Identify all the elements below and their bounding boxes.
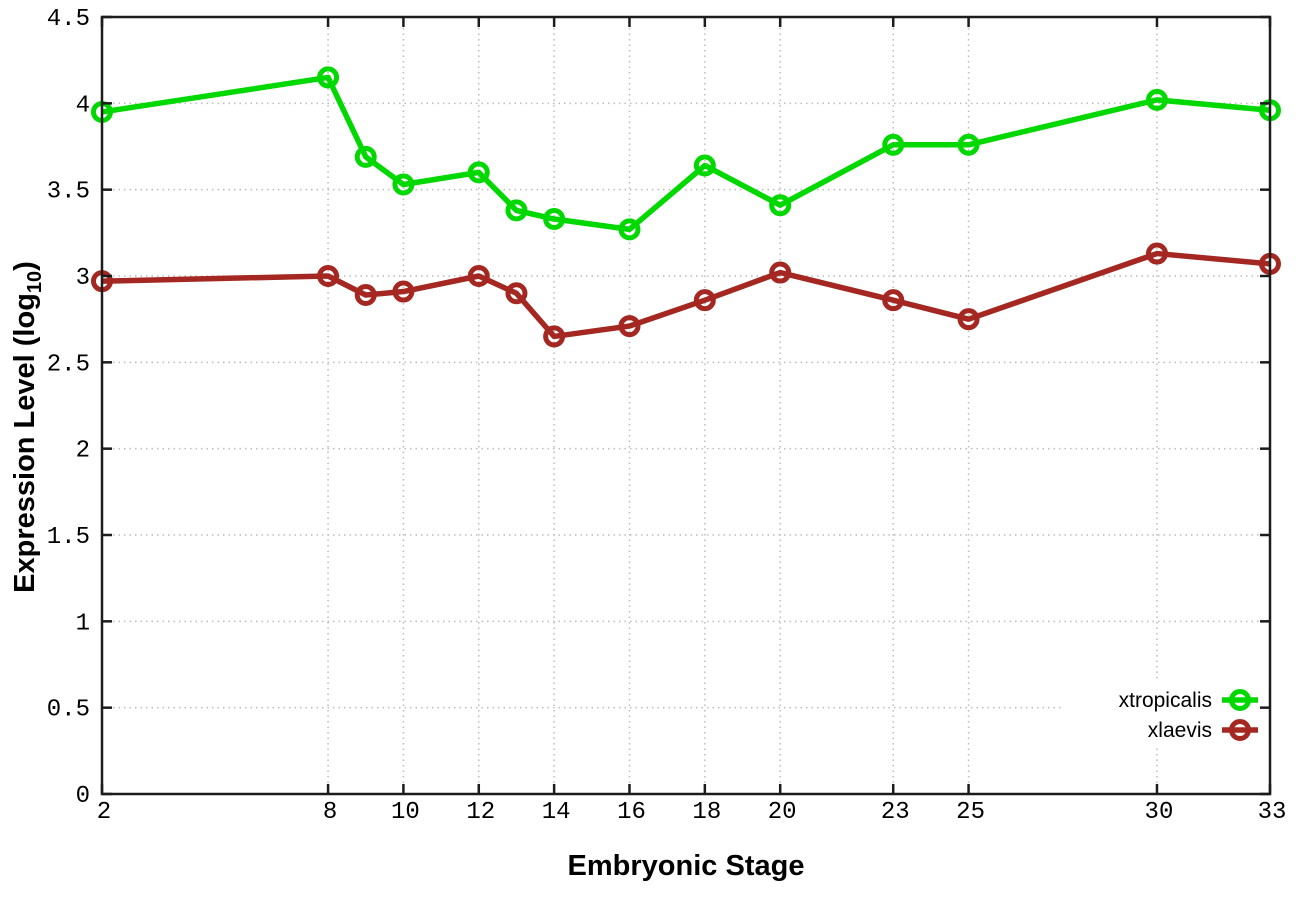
- legend-label-xtropicalis: xtropicalis: [1119, 689, 1212, 712]
- legend: xtropicalis xlaevis: [1062, 682, 1258, 748]
- data-point-xlaevis: [882, 289, 905, 312]
- legend-label-xlaevis: xlaevis: [1148, 719, 1212, 742]
- y-tick-label: 1: [76, 610, 90, 637]
- x-tick-label: 23: [881, 799, 910, 826]
- legend-point-sample-xtropicalis: [1229, 689, 1251, 711]
- data-point-xlaevis: [317, 265, 340, 287]
- x-tick-label: 16: [617, 799, 646, 826]
- legend-item-xtropicalis: xtropicalis: [1119, 689, 1258, 712]
- data-point-xlaevis: [957, 308, 980, 331]
- y-tick-label: 2: [76, 438, 90, 465]
- x-tick-label: 30: [1145, 799, 1174, 826]
- y-tick-label: 4: [76, 92, 90, 119]
- data-point-xtropicalis: [317, 66, 340, 89]
- x-tick-label: 2: [97, 799, 111, 826]
- data-point-xlaevis: [505, 282, 528, 305]
- y-tick-label: 4.5: [47, 6, 90, 33]
- data-point-xtropicalis: [467, 161, 490, 184]
- y-axis-title-close: ): [9, 261, 41, 271]
- data-point-xlaevis: [354, 283, 377, 306]
- x-axis-title: Embryonic Stage: [568, 850, 805, 882]
- y-tick-label: 1.5: [47, 524, 90, 551]
- data-point-xtropicalis: [882, 133, 905, 156]
- data-point-xlaevis: [693, 289, 716, 312]
- plot-border: [100, 15, 1272, 796]
- x-tick-label: 33: [1258, 799, 1287, 826]
- data-point-xlaevis: [769, 261, 792, 284]
- data-point-xlaevis: [467, 265, 490, 287]
- legend-point-sample-xlaevis: [1229, 719, 1251, 741]
- data-point-xtropicalis: [693, 154, 716, 177]
- data-point-xtropicalis: [505, 199, 528, 222]
- data-point-xlaevis: [1145, 242, 1168, 265]
- x-tick-label: 14: [542, 799, 571, 826]
- x-tick-label: 25: [956, 799, 985, 826]
- y-axis-title-subscript: 10: [24, 271, 46, 293]
- data-point-xlaevis: [543, 325, 566, 348]
- x-tick-label: 8: [323, 799, 337, 826]
- data-point-xlaevis: [618, 315, 641, 338]
- data-point-xtropicalis: [618, 218, 641, 241]
- data-point-xtropicalis: [543, 208, 566, 231]
- y-axis-title-text: Expression Level (log: [9, 293, 41, 593]
- y-tick-label: 0: [76, 783, 90, 810]
- data-point-xtropicalis: [769, 194, 792, 217]
- x-tick-label: 20: [768, 799, 797, 826]
- data-point-xtropicalis: [957, 133, 980, 156]
- legend-item-xlaevis: xlaevis: [1148, 719, 1258, 742]
- x-tick-label: 12: [466, 799, 495, 826]
- tick-labels: 2 8 10 12 14 16 18 20 23 25 30 33 0 0.5 1 1.5 2 2.5 3 3.5 4 4…: [47, 6, 1287, 826]
- data-point-xtropicalis: [1145, 88, 1168, 111]
- legend-mask: [1062, 682, 1258, 748]
- y-axis-title: Expression Level (log10): [9, 261, 46, 593]
- y-tick-label: 3.5: [47, 179, 90, 206]
- y-tick-label: 0.5: [47, 697, 90, 724]
- x-tick-label: 18: [692, 799, 721, 826]
- y-tick-label: 2.5: [47, 351, 90, 378]
- axes-and-ticks: [100, 15, 1272, 796]
- data-point-xtropicalis: [354, 145, 377, 168]
- data-point-xtropicalis: [392, 173, 415, 196]
- y-tick-label: 3: [76, 265, 90, 292]
- data-point-xlaevis: [392, 280, 415, 303]
- x-tick-label: 10: [391, 799, 420, 826]
